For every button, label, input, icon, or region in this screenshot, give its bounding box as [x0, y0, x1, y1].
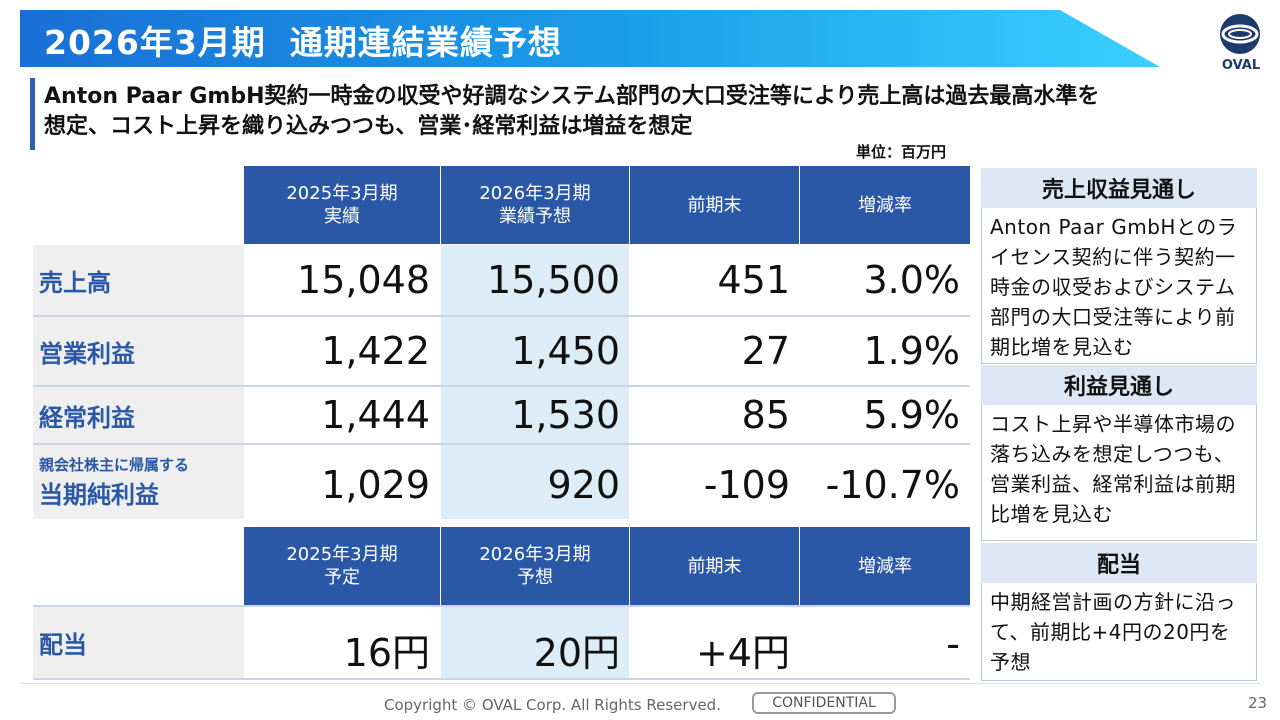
- row-label-small: 親会社株主に帰属する: [39, 456, 190, 474]
- header-line: 2025年3月期: [286, 183, 398, 204]
- subtitle-line-2: 想定、コスト上昇を織り込みつつも、営業･経常利益は増益を想定: [44, 114, 693, 139]
- row-divider: [33, 385, 970, 387]
- subtitle: Anton Paar GmbH契約一時金の収受や好調なシステム部門の大口受注等に…: [44, 82, 1264, 142]
- cell-value: 451: [717, 258, 790, 302]
- row-divider: [33, 605, 970, 607]
- unit-label: 単位：百万円: [856, 143, 947, 161]
- confidential-badge: CONFIDENTIAL: [752, 692, 896, 714]
- header-fy2025-plan: 2025年3月期 予定: [244, 527, 440, 605]
- cell-value: 15,500: [487, 258, 620, 302]
- dividend-forecast-highlight: [441, 606, 629, 678]
- header-change: 前期末: [630, 166, 799, 244]
- header-fy2026-forecast: 2026年3月期 業績予想: [441, 166, 629, 244]
- header-dividend-change: 前期末: [630, 527, 799, 605]
- cell-value: 5.9%: [863, 393, 960, 437]
- header-line: 2026年3月期: [479, 544, 591, 565]
- side-heading-profit-outlook: 利益見通し: [981, 365, 1257, 405]
- header-line: 前期末: [687, 555, 742, 577]
- copyright: Copyright © OVAL Corp. All Rights Reserv…: [384, 696, 721, 714]
- row-divider: [33, 443, 970, 445]
- header-line: 予想: [516, 567, 553, 588]
- side-body-profit-outlook: コスト上昇や半導体市場の落ち込みを想定しつつも、営業利益、経常利益は前期比増を見…: [981, 405, 1257, 541]
- side-body-sales-outlook: Anton Paar GmbHとのライセンス契約に伴う契約一時金の収受およびシス…: [981, 208, 1257, 364]
- cell-value: 16円: [343, 631, 430, 675]
- header-line: 増減率: [858, 194, 912, 216]
- cell-value: 1.9%: [863, 329, 960, 373]
- cell-value: -10.7%: [825, 463, 960, 507]
- row-divider: [33, 678, 970, 680]
- title-banner: [20, 10, 1160, 67]
- page-title: 2026年3月期 通期連結業績予想: [44, 16, 562, 64]
- footer-divider: [20, 683, 1260, 684]
- header-line: 増減率: [858, 555, 912, 577]
- page-number: 23: [1248, 694, 1268, 712]
- header-change-rate: 増減率: [800, 166, 970, 244]
- row-label-sales: 売上高: [33, 245, 244, 315]
- row-label-ordinary-profit: 経常利益: [33, 387, 244, 443]
- cell-value: 920: [547, 463, 620, 507]
- header-line: 実績: [323, 206, 360, 227]
- subtitle-accent-bar: [30, 78, 35, 150]
- side-body-dividend: 中期経営計画の方針に沿って、前期比+4円の20円を予想: [981, 583, 1257, 681]
- cell-value: 1,422: [321, 329, 430, 373]
- row-label-operating-profit: 営業利益: [33, 317, 244, 385]
- cell-value: +4円: [695, 631, 790, 675]
- header-fy2026-plan: 2026年3月期 予想: [441, 527, 629, 605]
- header-line: 前期末: [687, 194, 742, 216]
- row-label-main: 当期純利益: [39, 481, 159, 509]
- header-line: 予定: [323, 567, 360, 588]
- cell-value: 1,530: [511, 393, 620, 437]
- cell-value: -109: [703, 463, 790, 507]
- cell-value: -: [946, 622, 960, 666]
- cell-value: 15,048: [297, 258, 430, 302]
- cell-value: 27: [741, 329, 790, 373]
- cell-value: 20円: [533, 631, 620, 675]
- header-line: 2025年3月期: [286, 544, 398, 565]
- cell-value: 85: [741, 393, 790, 437]
- forecast-highlight-column: [441, 245, 629, 519]
- title-main: 通期連結業績予想: [289, 23, 562, 62]
- row-label-net-income: 親会社株主に帰属する 当期純利益: [33, 445, 244, 519]
- row-label-dividend: 配当: [33, 607, 244, 678]
- header-dividend-rate: 増減率: [800, 527, 970, 605]
- cell-value: 1,029: [321, 463, 430, 507]
- side-heading-sales-outlook: 売上収益見通し: [981, 168, 1257, 208]
- cell-value: 1,450: [511, 329, 620, 373]
- subtitle-line-1: Anton Paar GmbH契約一時金の収受や好調なシステム部門の大口受注等に…: [44, 84, 1100, 109]
- row-divider: [33, 315, 970, 317]
- cell-value: 1,444: [321, 393, 430, 437]
- header-line: 2026年3月期: [479, 183, 591, 204]
- header-fy2025-actual: 2025年3月期 実績: [244, 166, 440, 244]
- header-line: 業績予想: [498, 206, 571, 227]
- cell-value: 3.0%: [863, 258, 960, 302]
- logo-text: OVAL: [1221, 58, 1261, 73]
- oval-logo-icon: [1220, 14, 1260, 54]
- side-heading-dividend: 配当: [981, 543, 1257, 583]
- title-period: 2026年3月期: [44, 23, 266, 62]
